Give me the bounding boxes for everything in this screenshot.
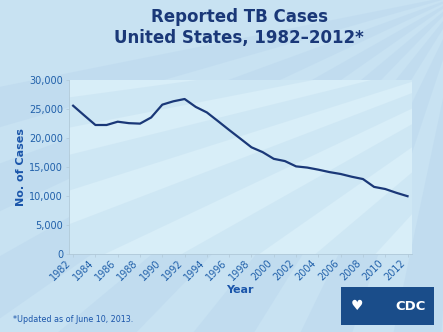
Polygon shape	[423, 27, 443, 332]
Polygon shape	[326, 0, 443, 332]
Polygon shape	[9, 0, 443, 332]
Polygon shape	[0, 0, 443, 231]
Text: Reported TB Cases
United States, 1982–2012*: Reported TB Cases United States, 1982–20…	[114, 8, 364, 47]
Y-axis label: No. of Cases: No. of Cases	[16, 128, 26, 206]
Polygon shape	[53, 27, 443, 332]
Polygon shape	[0, 27, 443, 215]
FancyBboxPatch shape	[337, 285, 439, 327]
Text: ♥: ♥	[350, 299, 363, 313]
Polygon shape	[162, 0, 443, 332]
Text: *Updated as of June 10, 2013.: *Updated as of June 10, 2013.	[13, 315, 133, 324]
X-axis label: Year: Year	[226, 286, 254, 295]
Polygon shape	[231, 27, 443, 332]
Polygon shape	[0, 27, 443, 332]
Polygon shape	[0, 27, 443, 304]
Polygon shape	[0, 27, 443, 332]
Text: CDC: CDC	[395, 300, 425, 313]
